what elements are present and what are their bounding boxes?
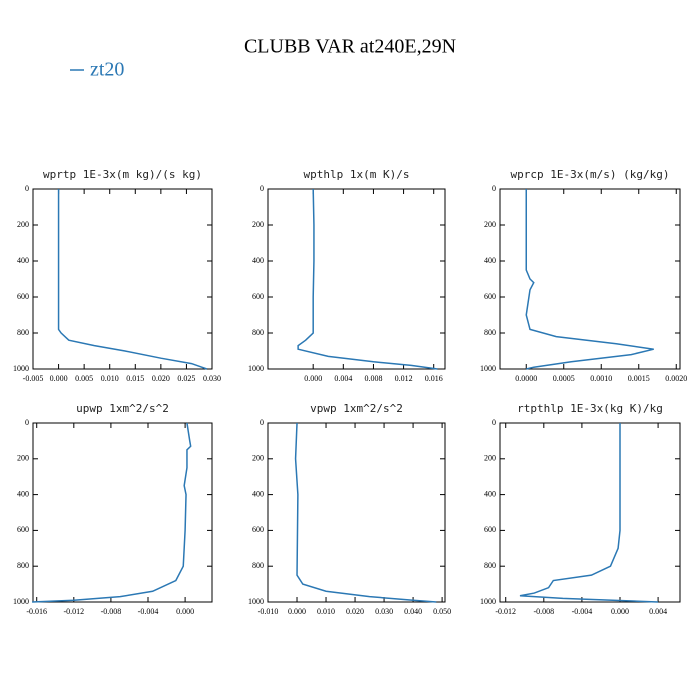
x-tick-label: -0.008 xyxy=(101,607,122,616)
x-tick-label: 0.010 xyxy=(101,374,119,383)
y-tick-label: 1000 xyxy=(480,364,496,373)
profile-line xyxy=(525,189,654,370)
legend-label: zt20 xyxy=(90,59,124,81)
panel-title: vpwp 1xm^2/s^2 xyxy=(310,402,403,415)
y-tick-label: 1000 xyxy=(248,364,264,373)
profile-line xyxy=(294,422,437,603)
x-tick-label: 0.000 xyxy=(50,374,68,383)
y-tick-label: 400 xyxy=(17,256,29,265)
y-tick-label: 600 xyxy=(17,292,29,301)
panel-title: rtpthlp 1E-3x(kg K)/kg xyxy=(517,402,663,415)
x-tick-label: -0.004 xyxy=(138,607,159,616)
y-tick-label: 200 xyxy=(484,220,496,229)
y-tick-label: 600 xyxy=(252,292,264,301)
x-tick-label: -0.012 xyxy=(495,607,516,616)
x-tick-label: 0.000 xyxy=(288,607,306,616)
y-tick-label: 200 xyxy=(252,220,264,229)
x-tick-label: -0.005 xyxy=(23,374,44,383)
y-tick-label: 800 xyxy=(484,561,496,570)
y-tick-label: 0 xyxy=(492,418,496,427)
y-tick-label: 0 xyxy=(25,184,29,193)
x-tick-label: 0.016 xyxy=(425,374,443,383)
x-tick-label: 0.010 xyxy=(317,607,335,616)
y-tick-label: 600 xyxy=(252,525,264,534)
plot-frame xyxy=(32,422,213,603)
y-tick-label: 400 xyxy=(252,489,264,498)
figure-title: CLUBB VAR at240E,29N xyxy=(244,36,456,58)
x-tick-label: -0.012 xyxy=(63,607,84,616)
y-tick-label: 200 xyxy=(17,454,29,463)
x-tick-label: 0.004 xyxy=(334,374,352,383)
x-tick-label: 0.030 xyxy=(375,607,393,616)
x-tick-label: 0.0010 xyxy=(590,374,612,383)
profile-line xyxy=(32,422,192,603)
x-tick-label: 0.020 xyxy=(152,374,170,383)
x-tick-label: -0.016 xyxy=(26,607,47,616)
y-tick-label: 600 xyxy=(484,525,496,534)
plot-frame xyxy=(499,188,681,370)
y-tick-label: 800 xyxy=(17,328,29,337)
x-tick-label: 0.004 xyxy=(649,607,667,616)
y-tick-label: 400 xyxy=(17,489,29,498)
x-tick-label: 0.000 xyxy=(611,607,629,616)
y-tick-label: 200 xyxy=(17,220,29,229)
x-tick-label: -0.004 xyxy=(572,607,593,616)
y-tick-label: 400 xyxy=(252,256,264,265)
x-tick-label: 0.000 xyxy=(176,607,194,616)
x-tick-label: 0.008 xyxy=(364,374,382,383)
x-tick-label: 0.020 xyxy=(346,607,364,616)
x-tick-label: 0.050 xyxy=(433,607,451,616)
y-tick-label: 1000 xyxy=(480,597,496,606)
x-tick-label: 0.030 xyxy=(203,374,221,383)
y-tick-label: 0 xyxy=(260,184,264,193)
x-tick-label: 0.005 xyxy=(75,374,93,383)
plot-frame xyxy=(499,422,681,603)
y-tick-label: 0 xyxy=(25,418,29,427)
y-tick-label: 800 xyxy=(484,328,496,337)
panel-title: upwp 1xm^2/s^2 xyxy=(76,402,169,415)
y-tick-label: 0 xyxy=(492,184,496,193)
y-tick-label: 400 xyxy=(484,256,496,265)
x-tick-label: 0.0000 xyxy=(515,374,537,383)
y-tick-label: 0 xyxy=(260,418,264,427)
y-tick-label: 400 xyxy=(484,489,496,498)
panel-title: wpthlp 1x(m K)/s xyxy=(304,168,410,181)
x-tick-label: 0.0015 xyxy=(628,374,650,383)
x-tick-label: 0.012 xyxy=(395,374,413,383)
panel-title: wprcp 1E-3x(m/s) (kg/kg) xyxy=(511,168,670,181)
plot-frame xyxy=(267,422,446,603)
y-tick-label: 800 xyxy=(17,561,29,570)
y-tick-label: 200 xyxy=(252,454,264,463)
profile-line xyxy=(519,423,659,603)
y-tick-label: 800 xyxy=(252,561,264,570)
x-tick-label: -0.008 xyxy=(533,607,554,616)
plot-frame xyxy=(32,188,213,370)
y-tick-label: 1000 xyxy=(13,597,29,606)
x-tick-label: 0.015 xyxy=(126,374,144,383)
y-tick-label: 600 xyxy=(17,525,29,534)
x-tick-label: 0.0020 xyxy=(665,374,687,383)
plot-frame xyxy=(267,188,446,370)
x-tick-label: -0.010 xyxy=(258,607,279,616)
y-tick-label: 1000 xyxy=(248,597,264,606)
x-tick-label: 0.040 xyxy=(404,607,422,616)
panel-title: wprtp 1E-3x(m kg)/(s kg) xyxy=(43,168,202,181)
x-tick-label: 0.025 xyxy=(177,374,195,383)
x-tick-label: 0.000 xyxy=(304,374,322,383)
y-tick-label: 1000 xyxy=(13,364,29,373)
profile-line xyxy=(57,189,208,370)
y-tick-label: 200 xyxy=(484,454,496,463)
y-tick-label: 800 xyxy=(252,328,264,337)
profile-line xyxy=(297,188,438,370)
x-tick-label: 0.0005 xyxy=(553,374,575,383)
y-tick-label: 600 xyxy=(484,292,496,301)
